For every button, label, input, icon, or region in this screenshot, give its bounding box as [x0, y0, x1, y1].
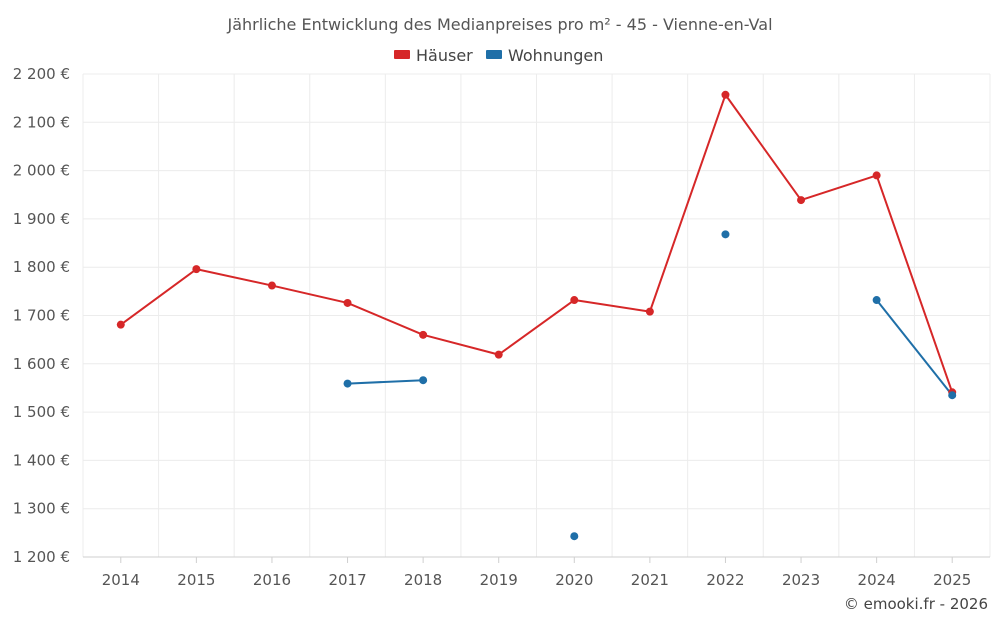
x-tick-label: 2015 — [177, 571, 215, 589]
data-point-haeuser[interactable] — [872, 171, 881, 180]
legend: Häuser Wohnungen — [394, 46, 603, 65]
data-point-wohnungen[interactable] — [721, 230, 730, 239]
data-point-haeuser[interactable] — [267, 281, 276, 290]
x-tick-label: 2018 — [404, 571, 442, 589]
y-tick-label: 1 500 € — [13, 403, 70, 421]
data-point-haeuser[interactable] — [645, 307, 654, 316]
y-tick-label: 1 600 € — [13, 355, 70, 373]
y-tick-label: 2 200 € — [13, 65, 70, 83]
x-tick-label: 2024 — [858, 571, 896, 589]
gridlines — [82, 73, 991, 558]
y-tick-label: 2 000 € — [13, 162, 70, 180]
data-point-haeuser[interactable] — [494, 350, 503, 359]
data-point-haeuser[interactable] — [116, 320, 125, 329]
data-point-haeuser[interactable] — [570, 296, 579, 305]
data-point-haeuser[interactable] — [721, 90, 730, 99]
series-points — [116, 90, 957, 541]
data-point-haeuser[interactable] — [192, 265, 201, 274]
y-tick-label: 1 200 € — [13, 548, 70, 566]
series-lines — [120, 93, 954, 396]
legend-swatch-wohnungen — [486, 50, 502, 59]
x-tick-label: 2016 — [253, 571, 291, 589]
data-point-haeuser[interactable] — [419, 330, 428, 339]
x-tick-label: 2014 — [102, 571, 140, 589]
y-tick-label: 1 900 € — [13, 210, 70, 228]
x-tick-label: 2017 — [328, 571, 366, 589]
legend-label-wohnungen[interactable]: Wohnungen — [508, 46, 603, 65]
y-tick-label: 2 100 € — [13, 113, 70, 131]
x-tick-label: 2019 — [480, 571, 518, 589]
y-tick-label: 1 400 € — [13, 451, 70, 469]
series-line-wohnungen — [347, 379, 424, 385]
legend-swatch-haeuser — [394, 50, 410, 59]
y-axis-ticks: 1 200 € 1 300 € 1 400 € 1 500 € 1 600 € 1 700… — [13, 65, 70, 566]
x-tick-label: 2021 — [631, 571, 669, 589]
x-tick-label: 2022 — [706, 571, 744, 589]
series-line-wohnungen — [875, 299, 953, 396]
x-axis-ticks: 2014 2015 2016 2017 2018 2019 2020 2021 2022 2023… — [102, 557, 971, 589]
chart-title: Jährliche Entwicklung des Medianpreises … — [226, 15, 772, 34]
legend-label-haeuser[interactable]: Häuser — [416, 46, 473, 65]
y-tick-label: 1 700 € — [13, 307, 70, 325]
x-tick-label: 2025 — [933, 571, 971, 589]
series-line-haeuser — [120, 93, 954, 393]
credit-label: © emooki.fr - 2026 — [844, 595, 988, 613]
x-tick-label: 2020 — [555, 571, 593, 589]
x-tick-label: 2023 — [782, 571, 820, 589]
data-point-wohnungen[interactable] — [948, 391, 957, 400]
data-point-wohnungen[interactable] — [419, 376, 428, 385]
data-point-wohnungen[interactable] — [570, 532, 579, 541]
data-point-haeuser[interactable] — [343, 298, 352, 307]
data-point-wohnungen[interactable] — [872, 296, 881, 305]
data-point-haeuser[interactable] — [797, 196, 806, 205]
data-point-wohnungen[interactable] — [343, 379, 352, 388]
y-tick-label: 1 300 € — [13, 500, 70, 518]
y-tick-label: 1 800 € — [13, 258, 70, 276]
